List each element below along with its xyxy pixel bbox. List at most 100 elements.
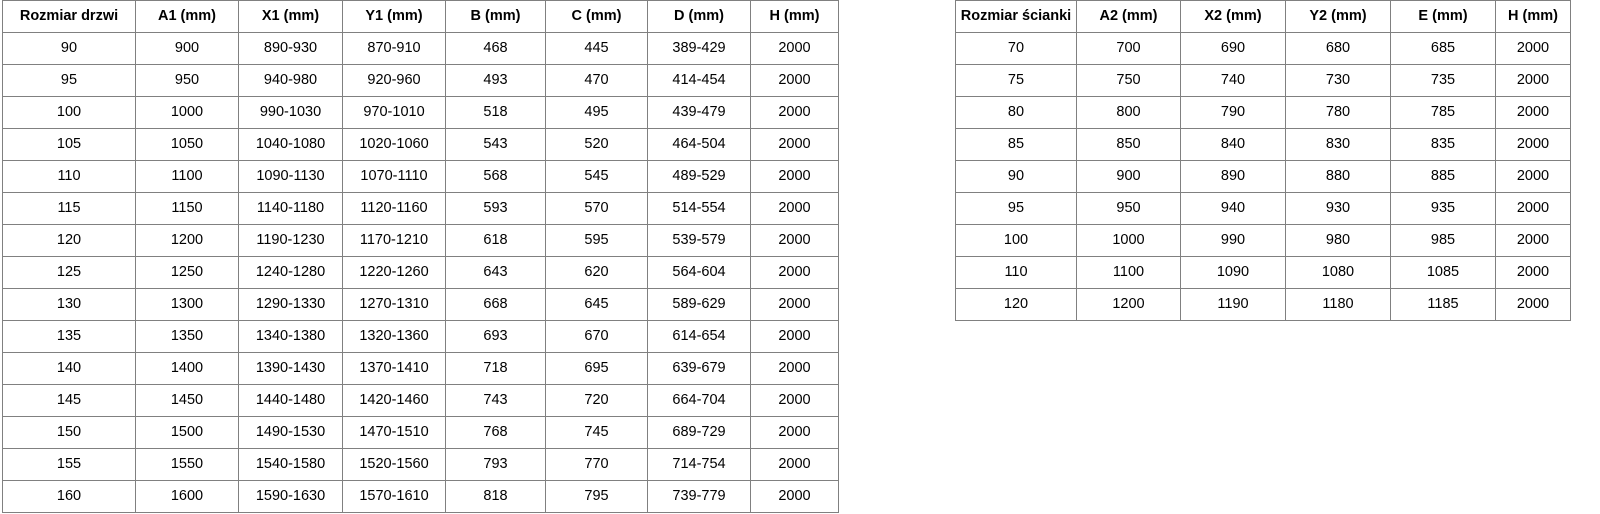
table-cell: 110 bbox=[955, 256, 1077, 289]
table-cell: 880 bbox=[1285, 160, 1391, 193]
table-cell: 1100 bbox=[1076, 256, 1181, 289]
table-row: 75 750 740 730 735 2000 bbox=[955, 64, 1571, 97]
wall-table-header: Rozmiar ścianki A2 (mm) X2 (mm) Y2 (mm) E (m… bbox=[955, 0, 1571, 33]
table-cell: 1350 bbox=[135, 320, 239, 353]
table-cell: 885 bbox=[1390, 160, 1496, 193]
table-cell: 768 bbox=[445, 416, 546, 449]
table-cell: 155 bbox=[2, 448, 136, 481]
table-cell: 120 bbox=[2, 224, 136, 257]
table-cell: 2000 bbox=[1495, 32, 1571, 65]
table-cell: 1185 bbox=[1390, 288, 1496, 321]
table-cell: 2000 bbox=[750, 288, 839, 321]
table-cell: 125 bbox=[2, 256, 136, 289]
table-cell: 990-1030 bbox=[238, 96, 343, 129]
table-cell: 1590-1630 bbox=[238, 480, 343, 513]
table-cell: 1450 bbox=[135, 384, 239, 417]
table-cell: 718 bbox=[445, 352, 546, 385]
table-cell: 700 bbox=[1076, 32, 1181, 65]
table-cell: 1140-1180 bbox=[238, 192, 343, 225]
column-header: X1 (mm) bbox=[238, 0, 343, 33]
table-cell: 100 bbox=[2, 96, 136, 129]
column-header: B (mm) bbox=[445, 0, 546, 33]
table-cell: 593 bbox=[445, 192, 546, 225]
table-cell: 940-980 bbox=[238, 64, 343, 97]
table-cell: 1290-1330 bbox=[238, 288, 343, 321]
table-cell: 495 bbox=[545, 96, 648, 129]
table-cell: 1400 bbox=[135, 352, 239, 385]
table-cell: 1300 bbox=[135, 288, 239, 321]
table-cell: 2000 bbox=[750, 352, 839, 385]
wall-panel-size-specification-table: Rozmiar ścianki A2 (mm) X2 (mm) Y2 (mm) E (m… bbox=[955, 0, 1571, 321]
table-cell: 2000 bbox=[1495, 224, 1571, 257]
table-cell: 2000 bbox=[1495, 256, 1571, 289]
table-cell: 75 bbox=[955, 64, 1077, 97]
table-cell: 670 bbox=[545, 320, 648, 353]
table-cell: 145 bbox=[2, 384, 136, 417]
table-cell: 1200 bbox=[1076, 288, 1181, 321]
table-cell: 1000 bbox=[1076, 224, 1181, 257]
door-table-header: Rozmiar drzwi A1 (mm) X1 (mm) Y1 (mm) B (mm)… bbox=[2, 0, 839, 33]
header-row: Rozmiar drzwi A1 (mm) X1 (mm) Y1 (mm) B (mm)… bbox=[2, 0, 839, 33]
table-row: 95 950 940-980 920-960 493 470 414-454 2000 bbox=[2, 64, 839, 97]
table-row: 155 1550 1540-1580 1520-1560 793 770 714-754 20… bbox=[2, 448, 839, 481]
table-cell: 2000 bbox=[1495, 64, 1571, 97]
table-cell: 1570-1610 bbox=[342, 480, 446, 513]
table-cell: 520 bbox=[545, 128, 648, 161]
table-cell: 714-754 bbox=[647, 448, 751, 481]
table-cell: 389-429 bbox=[647, 32, 751, 65]
table-cell: 1020-1060 bbox=[342, 128, 446, 161]
table-cell: 935 bbox=[1390, 192, 1496, 225]
table-cell: 830 bbox=[1285, 128, 1391, 161]
table-cell: 115 bbox=[2, 192, 136, 225]
table-cell: 1090-1130 bbox=[238, 160, 343, 193]
table-cell: 720 bbox=[545, 384, 648, 417]
table-cell: 493 bbox=[445, 64, 546, 97]
table-cell: 2000 bbox=[1495, 160, 1571, 193]
table-row: 115 1150 1140-1180 1120-1160 593 570 514-554 20… bbox=[2, 192, 839, 225]
table-cell: 150 bbox=[2, 416, 136, 449]
table-cell: 743 bbox=[445, 384, 546, 417]
table-cell: 835 bbox=[1390, 128, 1496, 161]
table-cell: 950 bbox=[135, 64, 239, 97]
table-cell: 1120-1160 bbox=[342, 192, 446, 225]
table-cell: 800 bbox=[1076, 96, 1181, 129]
table-cell: 1250 bbox=[135, 256, 239, 289]
table-cell: 545 bbox=[545, 160, 648, 193]
table-cell: 95 bbox=[2, 64, 136, 97]
table-cell: 618 bbox=[445, 224, 546, 257]
table-cell: 2000 bbox=[750, 128, 839, 161]
table-cell: 95 bbox=[955, 192, 1077, 225]
table-cell: 1220-1260 bbox=[342, 256, 446, 289]
column-header: A2 (mm) bbox=[1076, 0, 1181, 33]
table-cell: 890 bbox=[1180, 160, 1286, 193]
table-cell: 793 bbox=[445, 448, 546, 481]
table-cell: 1050 bbox=[135, 128, 239, 161]
table-row: 125 1250 1240-1280 1220-1260 643 620 564-604 20… bbox=[2, 256, 839, 289]
table-cell: 1490-1530 bbox=[238, 416, 343, 449]
table-row: 110 1100 1090-1130 1070-1110 568 545 489-529 20… bbox=[2, 160, 839, 193]
table-cell: 568 bbox=[445, 160, 546, 193]
table-cell: 745 bbox=[545, 416, 648, 449]
table-row: 120 1200 1190 1180 1185 2000 bbox=[955, 288, 1571, 321]
table-cell: 1080 bbox=[1285, 256, 1391, 289]
table-cell: 639-679 bbox=[647, 352, 751, 385]
table-cell: 140 bbox=[2, 352, 136, 385]
table-cell: 930 bbox=[1285, 192, 1391, 225]
table-cell: 1420-1460 bbox=[342, 384, 446, 417]
table-cell: 664-704 bbox=[647, 384, 751, 417]
table-row: 100 1000 990 980 985 2000 bbox=[955, 224, 1571, 257]
column-header: H (mm) bbox=[750, 0, 839, 33]
table-cell: 693 bbox=[445, 320, 546, 353]
door-size-specification-table: Rozmiar drzwi A1 (mm) X1 (mm) Y1 (mm) B (mm)… bbox=[2, 0, 839, 513]
table-cell: 2000 bbox=[750, 480, 839, 513]
table-row: 85 850 840 830 835 2000 bbox=[955, 128, 1571, 161]
table-cell: 620 bbox=[545, 256, 648, 289]
table-cell: 2000 bbox=[750, 160, 839, 193]
table-cell: 414-454 bbox=[647, 64, 751, 97]
table-row: 145 1450 1440-1480 1420-1460 743 720 664-704 20… bbox=[2, 384, 839, 417]
table-cell: 920-960 bbox=[342, 64, 446, 97]
wall-table-body: 70 700 690 680 685 2000 75 750 740 730 735 2000 80 80… bbox=[955, 32, 1571, 321]
table-cell: 680 bbox=[1285, 32, 1391, 65]
table-cell: 1000 bbox=[135, 96, 239, 129]
table-row: 80 800 790 780 785 2000 bbox=[955, 96, 1571, 129]
